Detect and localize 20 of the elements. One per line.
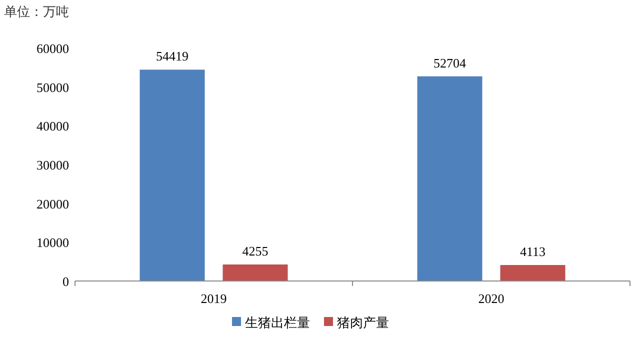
data-label: 54419 [156, 48, 188, 64]
y-tick-label: 10000 [36, 235, 69, 250]
bar [222, 264, 288, 281]
data-label: 52704 [434, 55, 466, 70]
data-label: 4113 [520, 244, 546, 260]
y-tick-label: 20000 [36, 196, 69, 212]
y-tick-label: 30000 [36, 158, 69, 172]
data-label: 4255 [242, 243, 268, 258]
y-tick-label: 40000 [36, 118, 69, 134]
y-tick-label: 50000 [36, 80, 69, 95]
bar [140, 70, 205, 281]
x-tick-label: 2019 [200, 291, 227, 306]
legend-label: 猪肉产量 [337, 316, 389, 331]
y-axis-title: 单位：万吨 [4, 5, 69, 20]
x-tick-label: 2020 [478, 291, 504, 306]
bar [500, 265, 566, 281]
y-tick-label: 60000 [36, 41, 69, 56]
y-tick-label: 0 [62, 274, 69, 289]
legend-label: 生猪出栏量 [245, 316, 310, 331]
bar [417, 76, 482, 281]
